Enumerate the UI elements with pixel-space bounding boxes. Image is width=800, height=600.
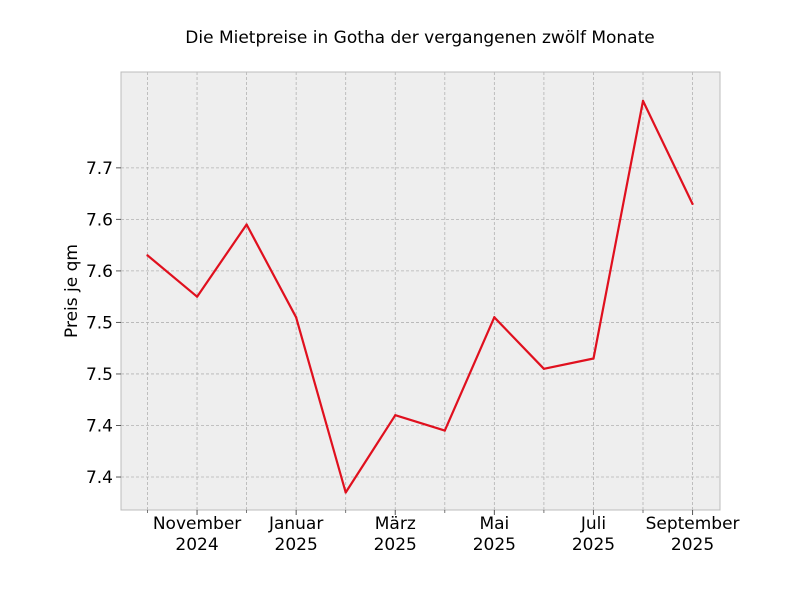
y-tick-label: 7.6 [86,262,113,282]
x-tick-label: 2025 [374,535,417,555]
x-tick-label: Juli [580,514,606,534]
series-line-0 [146,99,694,494]
data-point [394,414,397,417]
x-tick-label: 2025 [572,535,615,555]
data-point [691,202,694,206]
x-axis: November2024Januar2025März2025Mai2025Jul… [147,510,740,555]
x-tick-label: 2025 [671,535,714,555]
x-tick-label: 2025 [275,535,318,555]
x-tick-label: September [646,514,740,534]
y-axis: 7.4 7.4 7.5 7.5 7.6 7.6 7.7 [86,159,121,488]
x-tick-label: 2025 [473,535,516,555]
y-tick-label: 7.5 [86,313,113,333]
grid-lines [121,72,720,510]
y-tick-label: 7.7 [86,159,113,179]
series-layer [146,99,694,494]
x-tick-label: November [153,514,241,534]
x-tick-label: 2024 [175,535,218,555]
y-tick-label: 7.6 [86,210,113,230]
y-tick-label: 7.4 [86,468,113,488]
data-point [592,357,595,360]
data-point [493,316,496,319]
y-tick-label: 7.5 [86,365,113,385]
data-point [245,223,248,226]
data-point [295,316,298,319]
y-axis-label: Preis je qm [62,244,82,338]
data-point [542,367,546,370]
data-point [641,99,645,102]
data-point [443,429,446,432]
plot-frame [120,71,721,511]
data-point [146,254,149,257]
plot-area [121,72,720,510]
x-tick-label: Januar [268,514,323,534]
x-tick-label: März [375,514,416,534]
x-tick-label: Mai [479,514,509,534]
data-point [344,491,347,494]
chart-title: Die Mietpreise in Gotha der vergangenen … [185,28,654,48]
data-point [195,295,199,298]
y-tick-label: 7.4 [86,416,113,436]
